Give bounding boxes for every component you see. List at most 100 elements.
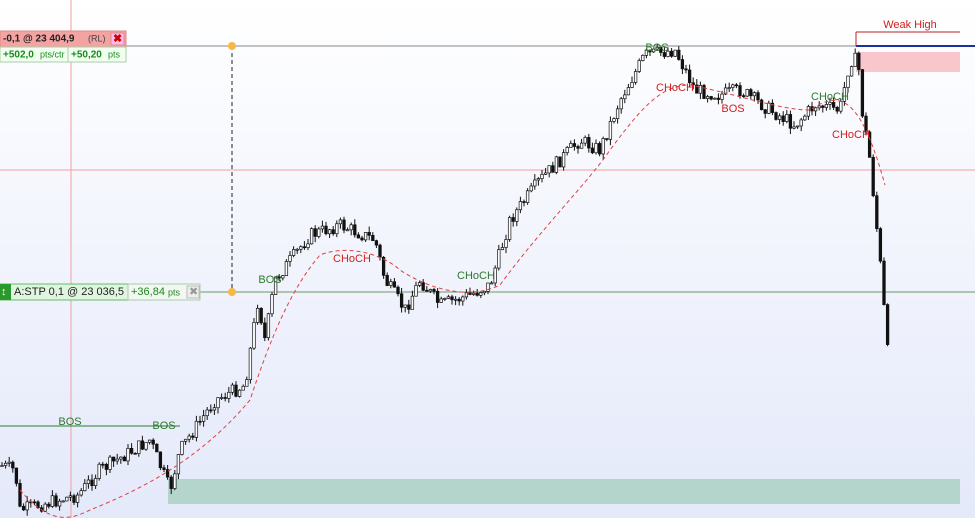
candle xyxy=(497,249,501,269)
measure-point[interactable] xyxy=(228,42,236,50)
candle xyxy=(291,249,296,256)
candle xyxy=(882,260,886,305)
candle xyxy=(25,501,29,511)
candle xyxy=(205,409,209,417)
candle xyxy=(608,121,613,140)
candle xyxy=(637,60,641,72)
candle xyxy=(320,225,325,230)
candle xyxy=(853,52,857,67)
candle xyxy=(493,267,497,284)
candle xyxy=(230,384,235,393)
candle xyxy=(273,276,278,295)
candle xyxy=(50,495,55,507)
candle xyxy=(417,282,422,286)
candle xyxy=(561,152,566,168)
candle xyxy=(821,105,825,108)
stop-pnl: +36,84 xyxy=(131,286,165,298)
candle xyxy=(7,461,11,464)
candle xyxy=(605,138,609,140)
candle xyxy=(569,143,573,148)
candle xyxy=(137,440,141,454)
candle xyxy=(367,232,371,236)
candle xyxy=(349,224,353,231)
candle xyxy=(219,397,224,399)
candle xyxy=(126,448,130,462)
candle xyxy=(115,458,119,462)
candle xyxy=(0,465,4,467)
candle xyxy=(551,165,555,173)
candle xyxy=(867,131,872,158)
candle xyxy=(270,294,274,315)
annotation: CHoCH xyxy=(656,82,694,94)
candle xyxy=(407,304,411,310)
candle xyxy=(147,439,152,443)
candle xyxy=(723,87,728,95)
annotation: CHoCH xyxy=(811,91,849,103)
candle xyxy=(630,82,634,88)
candle xyxy=(579,142,584,149)
candle xyxy=(331,229,335,235)
candle xyxy=(799,119,803,127)
candle xyxy=(655,46,659,50)
candle xyxy=(641,55,645,61)
measure-point[interactable] xyxy=(228,288,236,296)
candle xyxy=(623,94,627,100)
candle xyxy=(18,483,22,507)
annotation: BOS xyxy=(152,420,175,432)
supply-zone xyxy=(856,52,960,72)
candle xyxy=(65,496,69,502)
candle xyxy=(529,185,533,192)
candle xyxy=(54,495,58,507)
order-tag: (RL) xyxy=(88,33,106,43)
candle xyxy=(705,96,710,99)
candle xyxy=(216,397,220,409)
candle xyxy=(14,467,19,484)
candle xyxy=(554,156,559,173)
candle xyxy=(597,143,602,155)
candle xyxy=(633,71,638,83)
candle xyxy=(133,452,137,455)
candle xyxy=(93,478,98,486)
candle xyxy=(803,115,807,121)
candle xyxy=(302,246,307,249)
candle xyxy=(601,138,605,155)
candle xyxy=(97,463,101,479)
close-button[interactable] xyxy=(110,32,125,46)
candle xyxy=(155,443,159,453)
candle xyxy=(507,217,512,240)
candle xyxy=(763,109,767,114)
candle xyxy=(864,115,868,133)
candle xyxy=(777,115,782,120)
candle xyxy=(237,389,242,397)
candle xyxy=(511,217,515,222)
pnl: +502,0 xyxy=(3,50,34,61)
candle xyxy=(47,503,51,507)
annotation: CHoCH xyxy=(333,253,371,265)
candle xyxy=(79,490,83,496)
candle xyxy=(306,243,310,248)
candle xyxy=(194,420,199,438)
candle xyxy=(885,304,890,345)
candle xyxy=(774,112,778,120)
candle xyxy=(713,97,717,100)
drag-handle[interactable] xyxy=(0,284,11,300)
candle xyxy=(223,397,227,399)
candle xyxy=(831,102,836,108)
candle xyxy=(835,107,839,112)
candle xyxy=(72,495,76,503)
stop-pnl-box xyxy=(127,283,201,301)
close-button[interactable] xyxy=(186,285,200,299)
candle xyxy=(669,50,674,57)
candle xyxy=(389,281,393,286)
candle xyxy=(353,224,357,236)
candle xyxy=(108,456,112,470)
candle xyxy=(234,384,238,397)
candle xyxy=(691,82,695,86)
candle xyxy=(828,102,832,105)
candle xyxy=(435,290,440,303)
candle xyxy=(176,454,181,475)
candle xyxy=(547,165,551,174)
candle xyxy=(61,500,65,503)
candle xyxy=(453,298,458,301)
